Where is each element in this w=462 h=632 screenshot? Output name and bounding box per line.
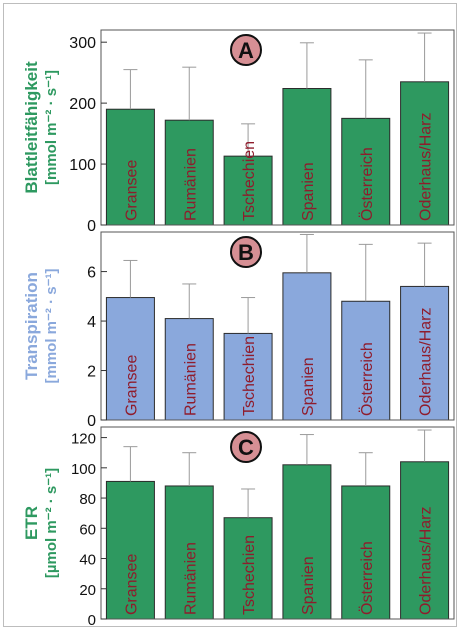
category-label-A-6: Oderhaus/Harz	[418, 112, 435, 221]
bar-C-1	[105, 480, 155, 620]
y-axis-label-A: Blattleitfähigkeit	[22, 61, 41, 194]
category-label-C-6: Oderhaus/Harz	[418, 506, 435, 615]
bar-chart-figure: Gransee Rumänien Tschechien Spanien Österrei…	[22, 29, 455, 628]
y-tick-label-A-0: 0	[87, 218, 96, 235]
category-label-A-1: Gransee	[123, 160, 140, 221]
panel-badge-B	[230, 236, 262, 268]
category-label-B-6: Oderhaus/Harz	[418, 307, 435, 416]
panel-badge-C	[230, 431, 262, 463]
category-label-B-5: Österreich	[358, 342, 376, 416]
y-axis-label-C: ETR	[22, 506, 41, 540]
y-tick-label-B-0: 0	[87, 413, 96, 430]
y-axis-unit-C: [µmol m⁻² · s⁻¹]	[43, 468, 60, 578]
category-label-B-3: Tschechien	[241, 336, 258, 416]
y-tick-label-A-300: 300	[69, 35, 96, 52]
panel-badge-letter-B: B	[238, 240, 254, 265]
plot-area-A	[100, 29, 455, 226]
panel-badge-letter-C: C	[238, 435, 254, 460]
bar-C-6	[400, 461, 450, 620]
category-label-A-3: Tschechien	[241, 141, 258, 221]
category-label-C-1: Gransee	[123, 554, 140, 615]
bar-C-5	[341, 485, 391, 620]
bar-A-5	[341, 117, 391, 226]
y-tick-label-C-60: 60	[79, 521, 96, 538]
category-label-C-5: Österreich	[358, 541, 376, 615]
y-tick-label-B-6: 6	[87, 265, 96, 282]
plot-area-C	[100, 426, 455, 620]
category-label-A-2: Rumänien	[182, 148, 199, 221]
panel-badge-letter-A: A	[238, 38, 254, 63]
bar-B-4	[282, 272, 332, 421]
category-label-C-3: Tschechien	[241, 535, 258, 615]
plot-area-B	[100, 231, 455, 421]
bar-B-5	[341, 300, 391, 421]
y-tick-label-B-2: 2	[87, 364, 96, 381]
y-tick-label-C-120: 120	[71, 431, 96, 448]
category-label-A-5: Österreich	[358, 147, 376, 221]
y-tick-label-C-80: 80	[79, 491, 96, 508]
y-axis-label-B: Transpiration	[22, 272, 41, 380]
y-axis-unit-B: [mmol m⁻² · s⁻¹]	[43, 268, 60, 383]
panel-C: Gransee Rumänien Tschechien Spanien Österrei…	[22, 426, 455, 628]
figure-frame: Gransee Rumänien Tschechien Spanien Österrei…	[3, 3, 457, 628]
y-tick-label-A-200: 200	[69, 96, 96, 113]
bar-A-1	[105, 108, 155, 226]
y-tick-label-C-0: 0	[88, 612, 96, 628]
category-label-B-4: Spanien	[300, 357, 317, 416]
bar-B-2	[164, 318, 214, 421]
category-label-B-2: Rumänien	[182, 343, 199, 416]
y-tick-label-C-100: 100	[71, 461, 96, 478]
bar-A-6	[400, 81, 450, 226]
bar-B-3	[223, 332, 273, 421]
bar-B-6	[400, 285, 450, 421]
category-label-A-4: Spanien	[300, 162, 317, 221]
y-axis-unit-A: [mmol m⁻² · s⁻¹]	[43, 70, 60, 185]
y-tick-label-C-40: 40	[79, 552, 96, 569]
y-tick-label-B-4: 4	[87, 314, 96, 331]
category-label-B-1: Gransee	[123, 355, 140, 416]
bar-C-4	[282, 464, 332, 620]
panel-badge-A	[230, 34, 262, 66]
panel-B: Gransee Rumänien Tschechien Spanien Österrei…	[22, 231, 455, 430]
y-tick-label-A-100: 100	[69, 157, 96, 174]
y-tick-label-C-20: 20	[79, 582, 96, 599]
category-label-C-2: Rumänien	[182, 542, 199, 615]
category-label-C-4: Spanien	[300, 556, 317, 615]
panel-A: Gransee Rumänien Tschechien Spanien Österrei…	[22, 29, 455, 235]
